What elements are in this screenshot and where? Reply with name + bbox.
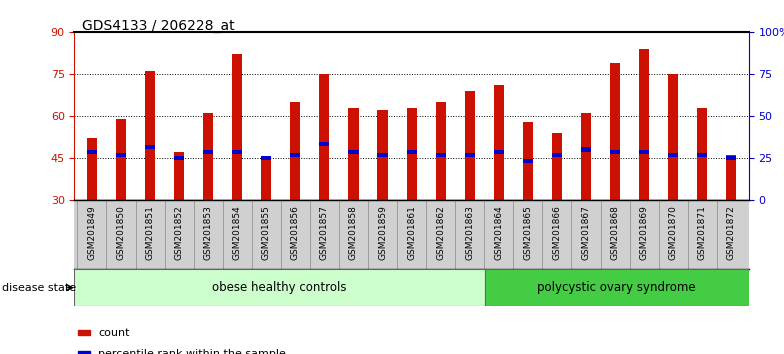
Text: GSM201862: GSM201862 [436,206,445,260]
Bar [436,102,446,200]
Bar [639,49,649,200]
Bar [145,71,155,200]
Bar [726,156,736,160]
Bar [174,156,184,160]
Text: GSM201866: GSM201866 [553,206,561,261]
Bar [87,150,97,154]
Text: GSM201852: GSM201852 [175,206,183,260]
Text: GSM201855: GSM201855 [262,206,270,261]
Bar [348,108,358,200]
Text: GSM201868: GSM201868 [611,206,619,261]
Text: disease state: disease state [2,282,76,293]
Bar [377,153,387,157]
Text: GSM201856: GSM201856 [291,206,299,261]
Bar [697,153,707,157]
Bar [261,156,271,160]
Text: GSM201857: GSM201857 [320,206,329,261]
Text: GDS4133 / 206228_at: GDS4133 / 206228_at [82,19,235,34]
Text: obese healthy controls: obese healthy controls [212,281,347,294]
Text: GSM201863: GSM201863 [465,206,474,261]
Bar [668,74,678,200]
Bar [116,153,126,157]
Bar [494,85,504,200]
Text: GSM201865: GSM201865 [524,206,532,261]
Bar [232,150,242,154]
Bar [726,155,736,200]
Text: GSM201853: GSM201853 [204,206,212,261]
Text: GSM201871: GSM201871 [698,206,706,261]
Text: GSM201872: GSM201872 [727,206,735,260]
Bar [87,138,97,200]
Bar [610,150,620,154]
Bar [78,351,90,354]
Text: GSM201854: GSM201854 [233,206,241,260]
Bar [436,153,446,157]
Text: GSM201851: GSM201851 [146,206,154,261]
Bar [639,150,649,154]
Bar [78,330,90,336]
Bar [203,150,213,154]
Bar [494,150,504,154]
Text: GSM201867: GSM201867 [582,206,590,261]
Bar [319,74,329,200]
Bar [174,152,184,200]
Text: percentile rank within the sample: percentile rank within the sample [98,349,286,354]
Bar [203,113,213,200]
Text: GSM201858: GSM201858 [349,206,358,261]
Text: GSM201861: GSM201861 [407,206,416,261]
Bar [465,91,475,200]
Bar [697,108,707,200]
Bar [319,142,329,146]
Text: GSM201850: GSM201850 [117,206,125,261]
Bar [465,153,475,157]
Text: GSM201864: GSM201864 [494,206,503,260]
Text: GSM201849: GSM201849 [88,206,96,260]
Text: GSM201869: GSM201869 [640,206,648,261]
Bar [610,63,620,200]
Bar [145,145,155,149]
Bar [261,158,271,200]
Text: count: count [98,328,129,338]
Bar [552,133,562,200]
Bar [116,119,126,200]
Text: polycystic ovary syndrome: polycystic ovary syndrome [538,281,696,294]
FancyBboxPatch shape [74,269,485,306]
Bar [407,150,416,154]
Bar [552,153,562,157]
Bar [377,110,387,200]
Bar [407,108,416,200]
Bar [523,159,533,163]
Bar [232,54,242,200]
FancyBboxPatch shape [485,269,749,306]
Bar [581,148,591,152]
Bar [348,150,358,154]
Bar [581,113,591,200]
Bar [290,102,300,200]
Text: GSM201870: GSM201870 [669,206,677,261]
Bar [668,153,678,157]
Bar [290,153,300,157]
Text: GSM201859: GSM201859 [378,206,387,261]
Bar [523,121,533,200]
